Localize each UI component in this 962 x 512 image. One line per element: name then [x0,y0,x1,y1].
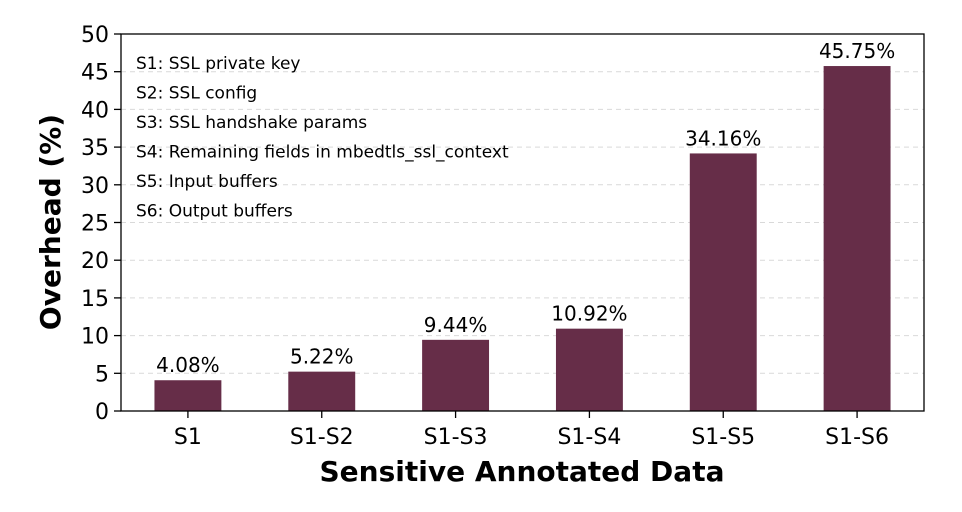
bar-value-label: 45.75% [819,39,895,63]
annotation-legend: S1: SSL private key S2: SSL config S3: SSL… [136,54,509,222]
y-axis-label: Overhead (%) [34,114,67,330]
bar [823,66,891,412]
x-tick-label: S1-S2 [290,425,354,450]
bar [555,328,623,411]
annotation-line: S6: Output buffers [136,202,293,222]
bar-value-label: 10.92% [551,302,627,326]
bar-value-label: 5.22% [290,345,354,369]
x-axis: S1 S1-S2 S1-S3 S1-S4 S1-S5 S1-S6 [174,411,889,450]
x-tick-label: S1-S5 [691,425,755,450]
bar [689,153,757,411]
y-tick-label: 0 [95,400,109,425]
bar-value-labels: 4.08% 5.22% 9.44% 10.92% 34.16% 45.75% [156,39,895,377]
annotation-line: S2: SSL config [136,84,257,104]
bar-value-label: 9.44% [424,313,488,337]
bar [154,380,222,411]
bar [288,371,356,411]
y-tick-label: 20 [81,249,109,274]
bars [154,66,891,412]
x-tick-label: S1 [174,425,202,450]
annotation-line: S1: SSL private key [136,54,300,74]
y-tick-label: 30 [81,174,109,199]
annotation-line: S5: Input buffers [136,172,278,192]
bar [422,339,490,411]
x-tick-label: S1-S4 [557,425,621,450]
x-tick-label: S1-S3 [424,425,488,450]
y-tick-label: 35 [81,136,109,161]
y-tick-label: 15 [81,287,109,312]
grid-lines [121,71,924,374]
y-tick-label: 10 [81,325,109,350]
y-tick-label: 50 [81,23,109,48]
y-axis: 0 5 10 15 20 25 30 35 40 45 50 [81,23,121,425]
annotation-line: S3: SSL handshake params [136,113,367,133]
x-tick-label: S1-S6 [825,425,889,450]
annotation-line: S4: Remaining fields in mbedtls_ssl_cont… [136,143,509,163]
y-tick-label: 25 [81,212,109,237]
x-axis-label: Sensitive Annotated Data [320,455,725,488]
y-tick-label: 45 [81,61,109,86]
bar-value-label: 34.16% [685,126,761,150]
y-tick-label: 40 [81,98,109,123]
y-tick-label: 5 [95,362,109,387]
bar-value-label: 4.08% [156,353,220,377]
